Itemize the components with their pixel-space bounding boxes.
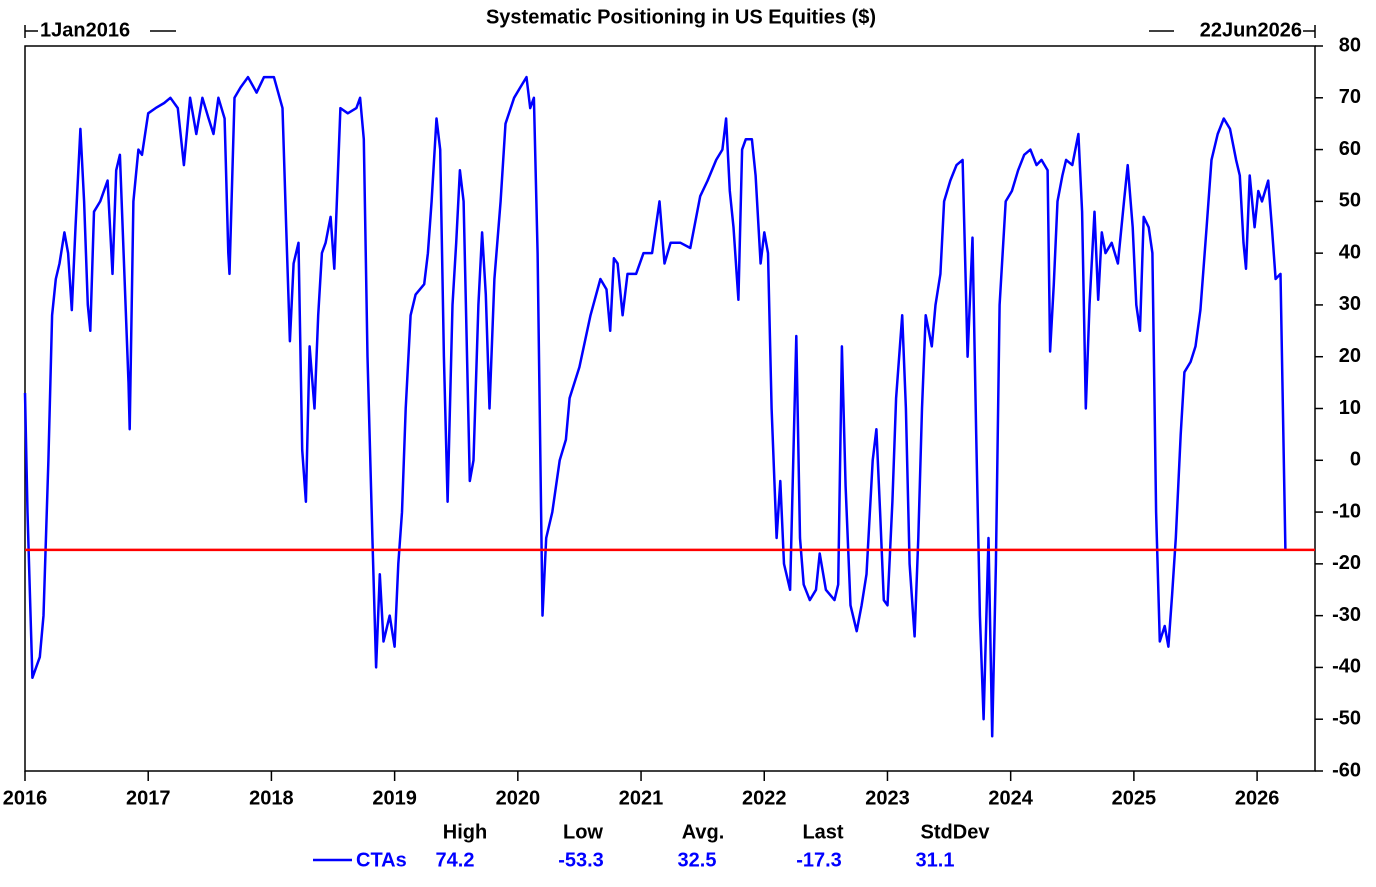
plot-frame (24, 45, 1316, 772)
y-tick-label: -30 (1332, 604, 1361, 626)
x-tick-label: 2016 (3, 787, 48, 809)
start-label: 1Jan2016 (40, 19, 130, 41)
y-tick-label: -10 (1332, 500, 1361, 522)
y-tick-label: 40 (1339, 241, 1361, 263)
chart-title: Systematic Positioning in US Equities ($… (486, 6, 876, 28)
x-tick-label: 2018 (249, 787, 294, 809)
x-tick-label: 2017 (126, 787, 171, 809)
end-label: 22Jun2026 (1200, 19, 1302, 41)
x-tick-label: 2021 (619, 787, 664, 809)
y-tick-label: 20 (1339, 345, 1361, 367)
x-tick-label: 2020 (496, 787, 541, 809)
y-tick-label: -40 (1332, 656, 1361, 678)
stats-value: 31.1 (916, 849, 955, 871)
stats-value: -17.3 (796, 849, 842, 871)
x-tick-label: 2024 (988, 787, 1033, 809)
x-tick-label: 2022 (742, 787, 787, 809)
x-tick-label: 2023 (865, 787, 910, 809)
legend-label: CTAs (356, 849, 407, 871)
x-tick-label: 2026 (1235, 787, 1280, 809)
y-tick-label: 30 (1339, 293, 1361, 315)
stats-header: Low (563, 821, 603, 843)
y-tick-label: 10 (1339, 397, 1361, 419)
y-tick-label: 50 (1339, 190, 1361, 212)
stats-value: -53.3 (558, 849, 604, 871)
x-tick-label: 2025 (1112, 787, 1157, 809)
y-tick-label: -60 (1332, 759, 1361, 781)
stats-value: 32.5 (678, 849, 717, 871)
stats-header: Avg. (682, 821, 725, 843)
y-tick-label: -20 (1332, 552, 1361, 574)
stats-value: 74.2 (436, 849, 475, 871)
x-tick-label: 2019 (372, 787, 417, 809)
stats-header: Last (802, 821, 843, 843)
y-tick-label: 80 (1339, 34, 1361, 56)
stats-header: High (443, 821, 487, 843)
y-tick-label: -50 (1332, 707, 1361, 729)
series-line (23, 75, 1287, 738)
stats-header: StdDev (921, 821, 991, 843)
y-tick-label: 0 (1350, 449, 1361, 471)
y-tick-label: 60 (1339, 138, 1361, 160)
y-tick-label: 70 (1339, 86, 1361, 108)
